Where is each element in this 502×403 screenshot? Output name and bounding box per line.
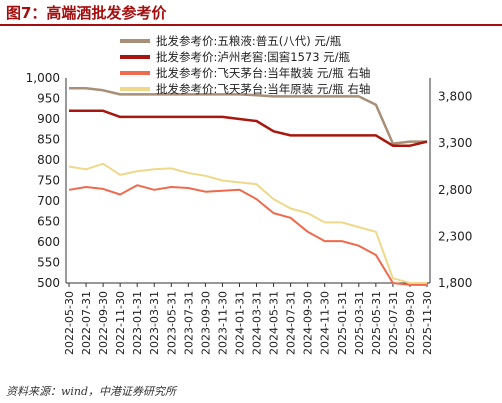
x-tick-label: 2022-09-30 — [97, 291, 110, 355]
x-tick-label: 2022-05-30 — [63, 291, 76, 355]
series-line-3 — [68, 184, 427, 286]
right-tick-label: 3,300 — [438, 136, 472, 150]
x-tick-label: 2022-07-31 — [80, 291, 93, 355]
left-tick-label: 1,000 — [26, 71, 60, 85]
x-tick-label: 2023-07-31 — [182, 291, 195, 355]
x-tick-label: 2023-03-31 — [148, 291, 161, 355]
left-tick-label: 650 — [37, 215, 60, 229]
left-tick-label: 900 — [37, 112, 60, 126]
x-tick-label: 2025-03-31 — [353, 291, 366, 355]
left-tick-label: 500 — [37, 276, 60, 290]
legend-label-2: 批发参考价:泸州老窖:国窖1573 元/瓶 — [156, 50, 351, 64]
x-tick-label: 2022-11-30 — [114, 291, 127, 355]
x-tick-label: 2023-09-30 — [199, 291, 212, 355]
legend-label-1: 批发参考价:五粮液:普五(八代) 元/瓶 — [156, 34, 342, 48]
left-tick-label: 550 — [37, 256, 60, 270]
right-tick-label: 1,800 — [438, 276, 472, 290]
x-tick-label: 2024-01-31 — [233, 291, 246, 355]
title-rule — [0, 24, 502, 26]
x-tick-label: 2023-01-31 — [131, 291, 144, 355]
series-line-4 — [68, 162, 427, 284]
x-tick-label: 2024-05-31 — [268, 291, 281, 355]
left-tick-label: 950 — [37, 92, 60, 106]
series-line-1 — [69, 87, 427, 145]
series-line-2 — [69, 109, 428, 147]
x-tick-label: 2025-05-31 — [370, 291, 383, 355]
left-tick-label: 700 — [37, 194, 60, 208]
left-tick-label: 800 — [37, 153, 60, 167]
x-tick-label: 2025-09-30 — [404, 291, 417, 355]
x-tick-label: 2024-11-30 — [319, 291, 332, 355]
right-tick-label: 2,800 — [438, 183, 472, 197]
x-tick-label: 2025-11-30 — [421, 291, 434, 355]
x-tick-label: 2024-03-31 — [251, 291, 264, 355]
figure-title: 图7：高端酒批发参考价 — [6, 4, 167, 22]
x-tick-label: 2023-05-31 — [165, 291, 178, 355]
x-tick-label: 2025-07-31 — [387, 291, 400, 355]
right-tick-label: 3,800 — [438, 90, 472, 104]
left-tick-label: 750 — [37, 174, 60, 188]
source-note: 资料来源：wind，中港证券研究所 — [6, 385, 177, 398]
legend-label-4: 批发参考价:飞天茅台:当年原装 元/瓶 右轴 — [156, 82, 370, 96]
series-layer — [68, 87, 428, 286]
legend-label-3: 批发参考价:飞天茅台:当年散装 元/瓶 右轴 — [156, 66, 370, 80]
left-tick-label: 600 — [37, 235, 60, 249]
x-tick-label: 2025-01-31 — [336, 291, 349, 355]
x-tick-label: 2023-11-30 — [216, 291, 229, 355]
axis-layer: 1,000 950 900 850 800 750 700 650 600 550 500 3,800… — [26, 71, 473, 355]
left-tick-label: 850 — [37, 133, 60, 147]
right-tick-label: 2,300 — [438, 229, 472, 243]
x-tick-label: 2024-09-30 — [302, 291, 315, 355]
x-tick-label: 2024-07-31 — [285, 291, 298, 355]
